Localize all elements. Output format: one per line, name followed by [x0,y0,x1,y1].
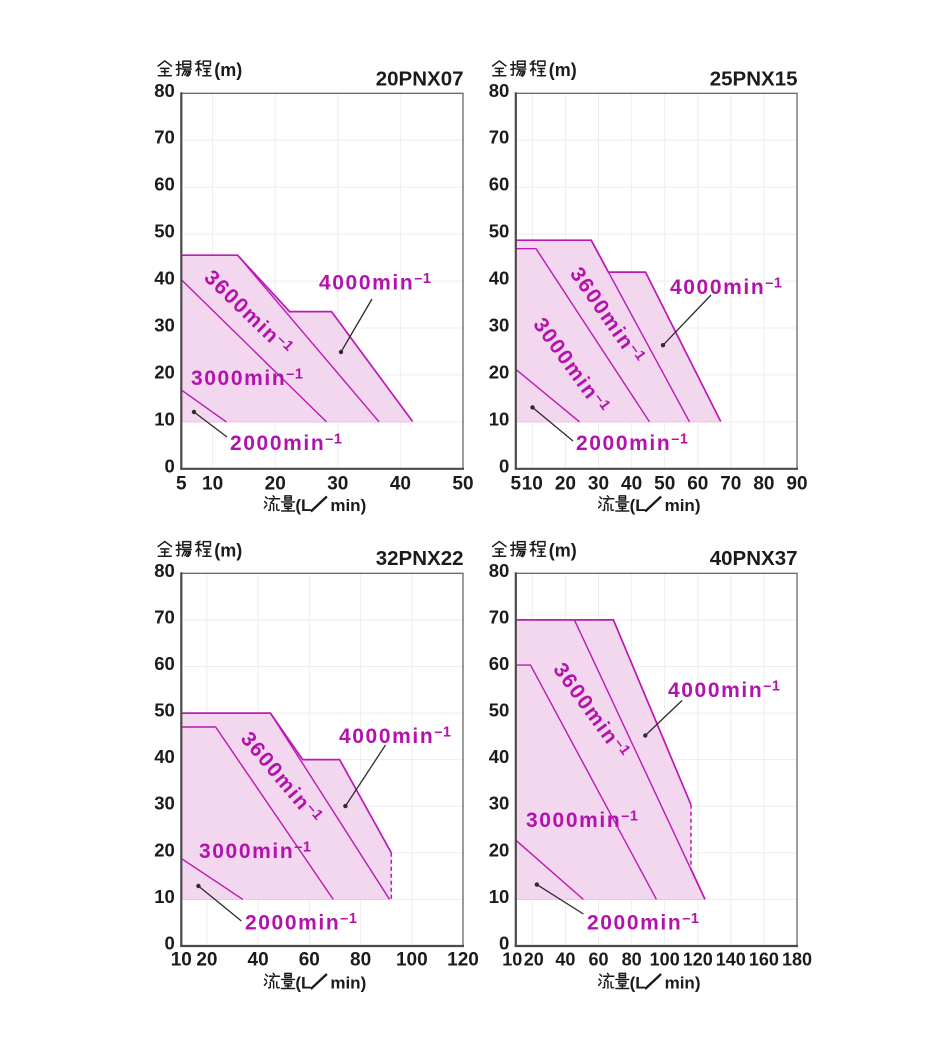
svg-text:30: 30 [327,474,348,495]
svg-text:40: 40 [489,268,510,289]
svg-text:3000min–1: 3000min–1 [526,809,638,833]
svg-text:20: 20 [265,474,286,495]
svg-text:20: 20 [154,361,175,382]
svg-text:60: 60 [299,949,320,970]
svg-text:10: 10 [154,886,175,907]
svg-text:20: 20 [196,949,217,970]
svg-text:40PNX37: 40PNX37 [710,547,798,570]
svg-text:40: 40 [390,474,411,495]
svg-text:120: 120 [447,949,479,970]
svg-text:50: 50 [154,221,175,242]
svg-text:100: 100 [396,949,428,970]
svg-text:2000min–1: 2000min–1 [576,432,688,456]
svg-text:40: 40 [555,949,575,969]
svg-text:min): min) [665,974,701,993]
svg-text:30: 30 [588,474,609,495]
svg-text:100: 100 [650,949,680,969]
svg-text:10: 10 [202,474,223,495]
svg-text:70: 70 [154,606,175,627]
svg-text:10: 10 [489,886,510,907]
svg-text:20: 20 [489,839,510,860]
svg-text:80: 80 [154,560,175,581]
svg-text:30: 30 [154,315,175,336]
svg-text:80: 80 [489,80,510,101]
svg-text:10: 10 [502,949,522,969]
svg-text:60: 60 [588,949,608,969]
svg-text:2000min–1: 2000min–1 [245,911,357,935]
svg-text:3000min–1: 3000min–1 [199,840,311,864]
svg-text:40: 40 [248,949,269,970]
svg-text:30: 30 [489,315,510,336]
svg-text:20: 20 [154,839,175,860]
svg-text:60: 60 [687,474,708,495]
svg-text:(m): (m) [214,60,242,80]
svg-text:40: 40 [154,268,175,289]
svg-text:20: 20 [555,474,576,495]
svg-text:80: 80 [350,949,371,970]
svg-text:2000min–1: 2000min–1 [587,911,699,935]
svg-text:(L: (L [295,496,311,515]
svg-text:50: 50 [489,700,510,721]
svg-text:4000min–1: 4000min–1 [319,271,431,295]
svg-text:70: 70 [720,474,741,495]
svg-text:60: 60 [489,174,510,195]
svg-text:10: 10 [522,474,543,495]
svg-text:0: 0 [499,455,509,476]
svg-text:180: 180 [782,949,812,969]
svg-text:30: 30 [489,793,510,814]
svg-text:(m): (m) [549,60,577,80]
svg-text:70: 70 [489,606,510,627]
svg-text:60: 60 [154,653,175,674]
svg-text:50: 50 [489,221,510,242]
svg-text:160: 160 [749,949,779,969]
svg-text:60: 60 [154,174,175,195]
svg-text:min): min) [665,496,701,515]
svg-text:70: 70 [154,127,175,148]
svg-text:10: 10 [171,949,192,970]
svg-text:(m): (m) [549,541,577,561]
svg-text:5: 5 [511,474,522,495]
svg-text:3000min–1: 3000min–1 [191,367,303,391]
svg-text:120: 120 [683,949,713,969]
svg-text:80: 80 [489,560,510,581]
svg-text:4000min–1: 4000min–1 [339,725,451,749]
svg-text:50: 50 [154,700,175,721]
svg-text:(L: (L [630,496,646,515]
svg-text:4000min–1: 4000min–1 [668,679,780,703]
svg-text:min): min) [330,496,366,515]
svg-text:10: 10 [489,408,510,429]
svg-text:2000min–1: 2000min–1 [230,432,342,456]
svg-text:60: 60 [489,653,510,674]
svg-text:(m): (m) [214,541,242,561]
svg-text:80: 80 [753,474,774,495]
svg-text:40: 40 [489,746,510,767]
svg-text:20PNX07: 20PNX07 [376,68,464,91]
svg-text:80: 80 [622,949,642,969]
svg-text:80: 80 [154,80,175,101]
svg-text:20: 20 [524,949,544,969]
svg-text:40: 40 [154,746,175,767]
svg-text:90: 90 [786,474,807,495]
svg-text:140: 140 [716,949,746,969]
svg-text:40: 40 [621,474,642,495]
svg-text:50: 50 [452,474,473,495]
svg-text:0: 0 [165,933,175,954]
svg-text:20: 20 [489,361,510,382]
svg-text:0: 0 [499,933,509,954]
svg-text:4000min–1: 4000min–1 [670,276,782,300]
svg-text:70: 70 [489,127,510,148]
svg-text:25PNX15: 25PNX15 [710,68,798,91]
svg-text:50: 50 [654,474,675,495]
svg-text:min): min) [330,974,366,993]
svg-text:(L: (L [295,974,311,993]
svg-text:30: 30 [154,793,175,814]
svg-text:10: 10 [154,408,175,429]
svg-text:(L: (L [630,974,646,993]
svg-text:5: 5 [176,474,187,495]
svg-text:0: 0 [165,455,175,476]
svg-text:32PNX22: 32PNX22 [376,547,464,570]
